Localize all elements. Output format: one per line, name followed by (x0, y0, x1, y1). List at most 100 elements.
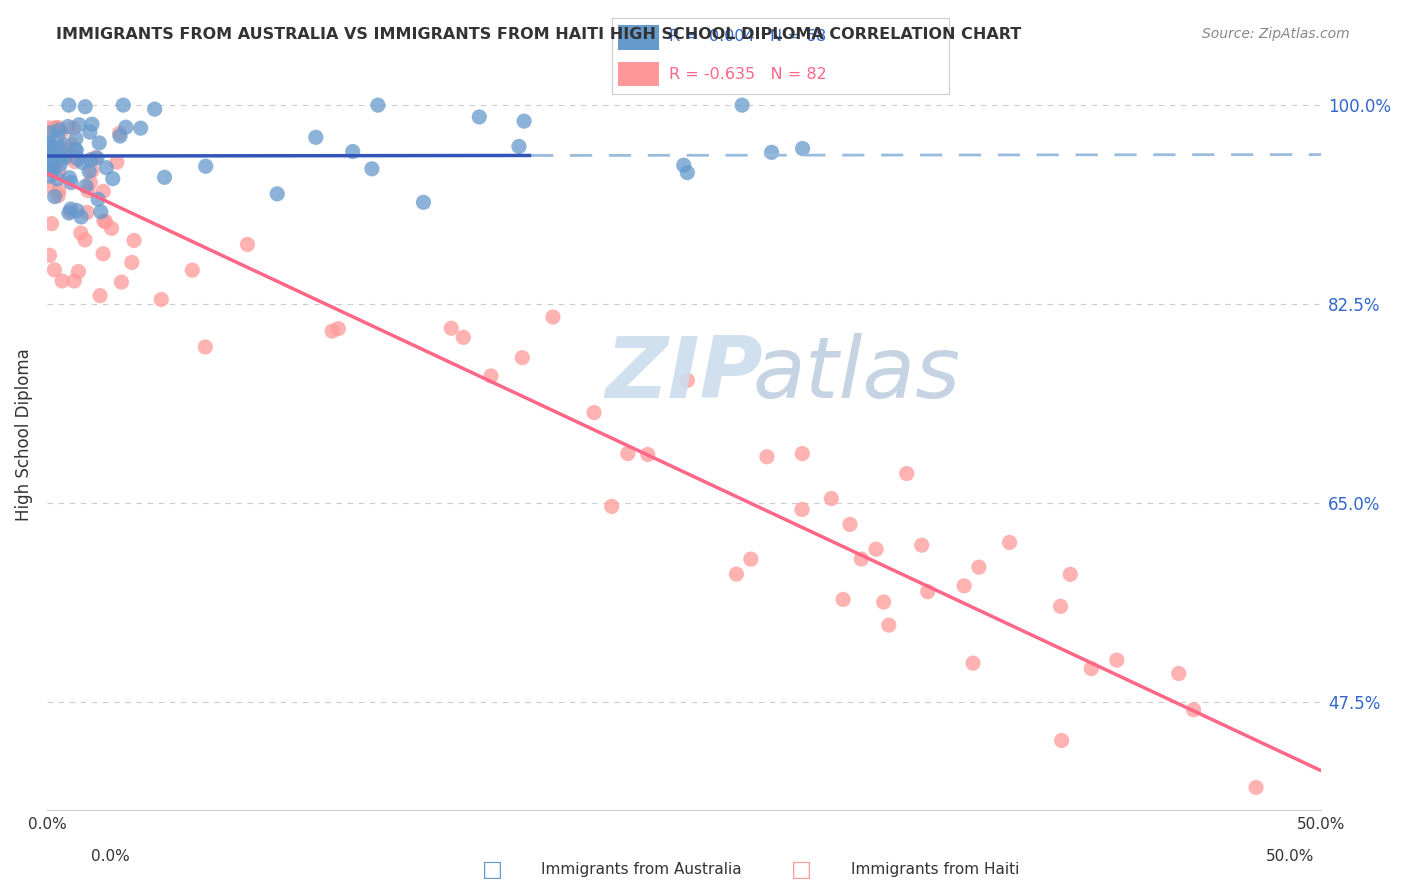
Point (44, 120, 66, 135)
Point (468, 110, 491, 124)
Point (541, 310, 564, 324)
Point (70, 210, 93, 224)
Point (367, 98, 389, 112)
Text: atlas: atlas (752, 334, 960, 417)
Point (108, 129, 131, 144)
Point (108, 126, 131, 140)
Text: R =  0.004   N = 68: R = 0.004 N = 68 (669, 29, 827, 45)
Point (58, 170, 80, 185)
Point (513, 114, 536, 128)
Point (321, 324, 343, 338)
Point (80, 164, 103, 178)
Point (62, 121, 84, 136)
FancyBboxPatch shape (619, 62, 659, 87)
Point (89, 288, 111, 302)
Point (453, 330, 475, 344)
Point (1167, 666, 1189, 681)
Point (792, 142, 814, 156)
Point (412, 195, 434, 210)
Point (617, 446, 640, 460)
Point (56, 120, 79, 134)
Point (58, 98, 80, 112)
Point (731, 98, 754, 112)
Point (79, 153, 101, 167)
Point (46, 188, 69, 202)
Point (305, 130, 328, 145)
Point (91, 184, 114, 198)
Point (38, 169, 60, 183)
Point (153, 170, 176, 185)
Point (66, 152, 89, 166)
Point (86, 151, 108, 165)
Point (194, 159, 217, 173)
Point (42, 160, 65, 174)
Point (676, 373, 699, 387)
Point (328, 321, 350, 335)
Point (77, 184, 100, 198)
Point (479, 368, 502, 383)
Point (53, 138, 76, 153)
Text: IMMIGRANTS FROM AUSTRALIA VS IMMIGRANTS FROM HAITI HIGH SCHOOL DIPLOMA CORRELATI: IMMIGRANTS FROM AUSTRALIA VS IMMIGRANTS … (56, 27, 1022, 42)
Point (75, 100, 97, 114)
Point (65, 131, 87, 145)
Point (865, 542, 887, 557)
Point (150, 293, 173, 307)
Point (79, 125, 101, 139)
Point (1182, 703, 1205, 717)
Point (63, 142, 86, 156)
Point (48, 141, 70, 155)
Point (672, 158, 695, 172)
Point (38, 179, 60, 194)
Point (51, 274, 73, 288)
Point (1059, 567, 1081, 582)
Point (725, 567, 748, 582)
Point (1105, 653, 1128, 667)
Point (266, 186, 288, 201)
Point (38, 120, 60, 135)
Point (44, 189, 66, 203)
Point (953, 579, 976, 593)
Point (236, 237, 259, 252)
Point (38, 136, 60, 151)
Point (1050, 733, 1073, 747)
Point (59, 204, 82, 219)
Point (917, 584, 939, 599)
Text: Immigrants from Australia: Immigrants from Australia (541, 863, 742, 877)
Point (143, 102, 166, 116)
Text: Source: ZipAtlas.com: Source: ZipAtlas.com (1202, 27, 1350, 41)
Point (60, 176, 83, 190)
Point (342, 145, 364, 159)
Point (49, 158, 72, 172)
Point (41, 162, 63, 177)
Point (91, 247, 114, 261)
Point (79, 176, 101, 190)
Point (42, 153, 65, 168)
Point (84, 151, 107, 165)
Point (90, 205, 112, 219)
Point (46, 120, 69, 135)
Point (41, 155, 63, 169)
Point (77, 164, 100, 178)
Point (41, 140, 63, 154)
Point (510, 351, 533, 365)
Point (63, 274, 86, 288)
Point (115, 120, 138, 135)
Point (967, 560, 990, 574)
Point (75, 179, 97, 194)
Point (508, 139, 530, 153)
Point (67, 264, 90, 278)
Point (66, 203, 89, 218)
Point (896, 467, 918, 481)
Point (962, 656, 984, 670)
Text: ZIP: ZIP (605, 334, 763, 417)
Point (44, 262, 66, 277)
Point (67, 118, 90, 132)
Point (76, 205, 98, 219)
Point (756, 450, 779, 464)
Point (792, 447, 814, 461)
Point (998, 535, 1021, 549)
Point (69, 226, 91, 240)
Point (46, 146, 69, 161)
Point (48, 120, 70, 135)
Point (1244, 780, 1267, 795)
